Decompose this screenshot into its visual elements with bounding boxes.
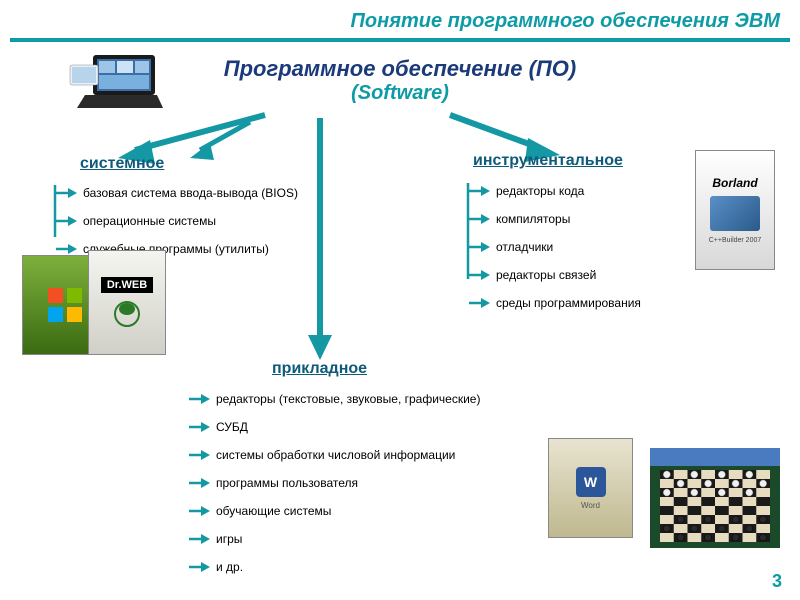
laptop-icon xyxy=(65,50,165,115)
list-connector xyxy=(53,185,57,237)
list-item-label: операционные системы xyxy=(83,214,216,228)
list-item: игры xyxy=(188,528,480,550)
list-item-label: обучающие системы xyxy=(216,504,331,518)
bullet-arrow-icon xyxy=(55,215,77,227)
bullet-arrow-icon xyxy=(188,561,210,573)
list-item: среды программирования xyxy=(468,292,641,314)
list-item: отладчики xyxy=(468,236,641,258)
list-item: редакторы кода xyxy=(468,180,641,202)
list-item-label: среды программирования xyxy=(496,296,641,310)
list-item: редакторы связей xyxy=(468,264,641,286)
list-item-label: базовая система ввода-вывода (BIOS) xyxy=(83,186,298,200)
list-item-label: отладчики xyxy=(496,240,553,254)
drweb-box-image: Dr.WEB xyxy=(88,250,166,355)
borland-box-image: Borland C++Builder 2007 xyxy=(695,150,775,270)
list-item-label: компиляторы xyxy=(496,212,570,226)
bullet-arrow-icon xyxy=(188,505,210,517)
bullet-arrow-icon xyxy=(188,477,210,489)
bullet-arrow-icon xyxy=(468,213,490,225)
list-connector xyxy=(466,183,470,279)
list-item-label: игры xyxy=(216,532,242,546)
list-item-label: редакторы (текстовые, звуковые, графичес… xyxy=(216,392,480,406)
list-item-label: и др. xyxy=(216,560,243,574)
instrumental-list: редакторы кода компиляторы отладчики редакт… xyxy=(468,180,641,320)
bullet-arrow-icon xyxy=(468,185,490,197)
list-item: редакторы (текстовые, звуковые, графичес… xyxy=(188,388,480,410)
list-item-label: программы пользователя xyxy=(216,476,358,490)
bullet-arrow-icon xyxy=(468,269,490,281)
bullet-arrow-icon xyxy=(188,421,210,433)
list-item: программы пользователя xyxy=(188,472,480,494)
list-item: и др. xyxy=(188,556,480,578)
main-title-line1: Программное обеспечение (ПО) xyxy=(180,56,620,82)
bullet-arrow-icon xyxy=(188,449,210,461)
bullet-arrow-icon xyxy=(55,243,77,255)
main-title-line2: (Software) xyxy=(180,82,620,105)
bullet-arrow-icon xyxy=(55,187,77,199)
header-divider xyxy=(10,38,790,42)
instrumental-heading: инструментальное xyxy=(473,152,623,170)
applied-heading: прикладное xyxy=(272,360,367,378)
page-number: 3 xyxy=(772,571,782,592)
list-item: операционные системы xyxy=(55,210,298,232)
list-item-label: системы обработки числовой информации xyxy=(216,448,455,462)
list-item: системы обработки числовой информации xyxy=(188,444,480,466)
word-box-image: W Word xyxy=(548,438,633,538)
bullet-arrow-icon xyxy=(468,297,490,309)
list-item-label: редакторы связей xyxy=(496,268,596,282)
list-item: СУБД xyxy=(188,416,480,438)
page-title: Понятие программного обеспечения ЭВМ xyxy=(351,10,780,33)
list-item: обучающие системы xyxy=(188,500,480,522)
list-item-label: редакторы кода xyxy=(496,184,584,198)
system-heading: системное xyxy=(80,155,164,173)
game-board-image xyxy=(650,448,780,548)
bullet-arrow-icon xyxy=(188,533,210,545)
main-title: Программное обеспечение (ПО) (Software) xyxy=(180,56,620,105)
list-item: компиляторы xyxy=(468,208,641,230)
bullet-arrow-icon xyxy=(188,393,210,405)
list-item: базовая система ввода-вывода (BIOS) xyxy=(55,182,298,204)
bullet-arrow-icon xyxy=(468,241,490,253)
list-item-label: СУБД xyxy=(216,420,248,434)
applied-list: редакторы (текстовые, звуковые, графичес… xyxy=(188,388,480,584)
